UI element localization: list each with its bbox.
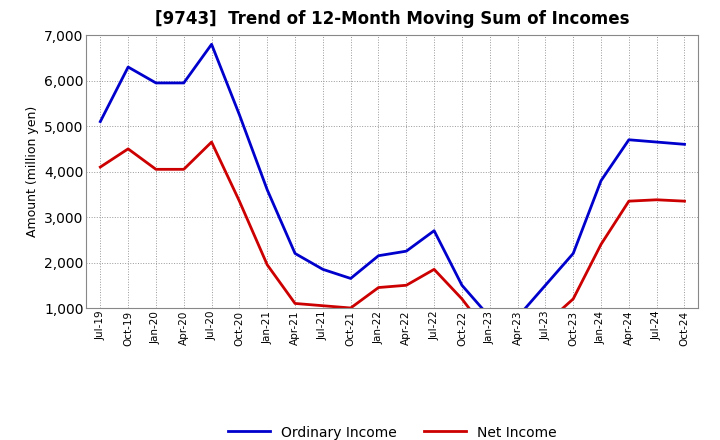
Ordinary Income [513, 315, 522, 320]
Net Income [124, 146, 132, 151]
Ordinary Income [291, 251, 300, 256]
Ordinary Income [569, 251, 577, 256]
Ordinary Income [263, 187, 271, 192]
Net Income [96, 165, 104, 170]
Net Income [179, 167, 188, 172]
Ordinary Income [541, 282, 550, 288]
Net Income [513, 334, 522, 339]
Y-axis label: Amount (million yen): Amount (million yen) [26, 106, 39, 237]
Ordinary Income [207, 42, 216, 47]
Ordinary Income [374, 253, 383, 258]
Ordinary Income [235, 112, 243, 117]
Net Income [680, 198, 689, 204]
Ordinary Income [96, 119, 104, 124]
Ordinary Income [430, 228, 438, 233]
Net Income [541, 321, 550, 326]
Line: Net Income: Net Income [100, 142, 685, 336]
Net Income [318, 303, 327, 308]
Ordinary Income [124, 64, 132, 70]
Legend: Ordinary Income, Net Income: Ordinary Income, Net Income [222, 418, 562, 440]
Ordinary Income [152, 80, 161, 85]
Ordinary Income [458, 282, 467, 288]
Net Income [597, 242, 606, 247]
Line: Ordinary Income: Ordinary Income [100, 44, 685, 317]
Title: [9743]  Trend of 12-Month Moving Sum of Incomes: [9743] Trend of 12-Month Moving Sum of I… [155, 10, 630, 28]
Net Income [346, 305, 355, 311]
Ordinary Income [318, 267, 327, 272]
Net Income [402, 282, 410, 288]
Net Income [652, 197, 661, 202]
Net Income [374, 285, 383, 290]
Ordinary Income [485, 315, 494, 320]
Ordinary Income [402, 249, 410, 254]
Net Income [485, 333, 494, 338]
Ordinary Income [597, 178, 606, 183]
Net Income [207, 139, 216, 145]
Net Income [624, 198, 633, 204]
Net Income [235, 198, 243, 204]
Ordinary Income [179, 80, 188, 85]
Net Income [569, 296, 577, 301]
Net Income [430, 267, 438, 272]
Net Income [458, 296, 467, 301]
Net Income [152, 167, 161, 172]
Net Income [291, 301, 300, 306]
Ordinary Income [680, 142, 689, 147]
Ordinary Income [624, 137, 633, 143]
Ordinary Income [346, 276, 355, 281]
Ordinary Income [652, 139, 661, 145]
Net Income [263, 262, 271, 268]
